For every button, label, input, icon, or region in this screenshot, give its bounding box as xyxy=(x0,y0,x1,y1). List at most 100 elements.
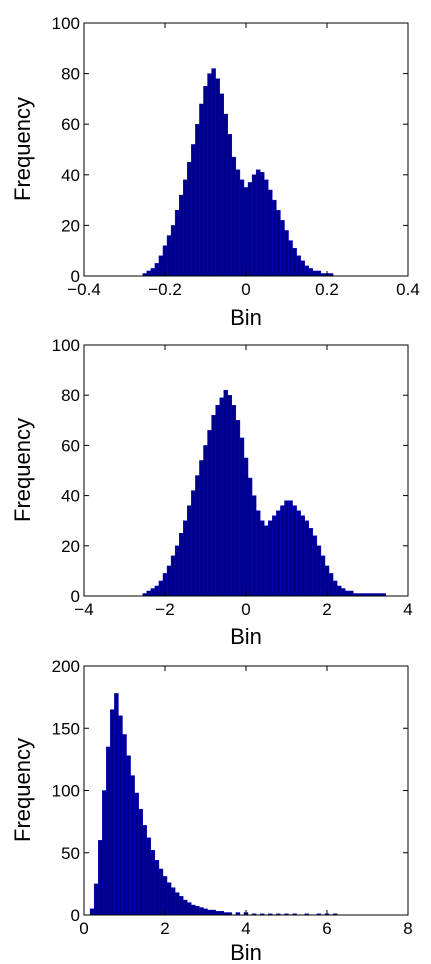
x-tick-label: −0.2 xyxy=(148,280,182,299)
histogram-bar xyxy=(191,904,196,916)
histogram-bar xyxy=(174,545,180,597)
histogram-bar xyxy=(243,457,249,597)
histogram-bar xyxy=(320,555,326,597)
histogram-bar xyxy=(296,510,301,597)
histogram-bar xyxy=(191,144,196,277)
histogram-bar xyxy=(251,174,257,277)
y-tick-label: 50 xyxy=(61,844,80,863)
x-tick-label: 4 xyxy=(403,600,412,619)
histogram-bar xyxy=(134,792,139,916)
histogram-bar xyxy=(142,825,147,916)
histogram-bar xyxy=(146,590,152,597)
histogram-bar xyxy=(247,477,253,597)
histogram-bar xyxy=(170,887,176,916)
histogram-bar xyxy=(255,169,261,277)
histogram-bar xyxy=(154,263,160,277)
histogram-bar xyxy=(191,490,196,597)
histogram-bar xyxy=(308,268,314,277)
x-axis-label-2: Bin xyxy=(230,624,262,649)
histogram-bar xyxy=(146,270,152,277)
histogram-bar xyxy=(219,93,224,277)
histogram-bar xyxy=(284,230,289,277)
histogram-bar xyxy=(187,161,192,277)
y-axis-label-3: Frequency xyxy=(10,738,35,842)
x-tick-label: 2 xyxy=(322,600,331,619)
histogram-bars-3 xyxy=(89,693,338,916)
histogram-bar xyxy=(304,520,309,597)
histogram-bar xyxy=(239,179,245,277)
histogram-bar xyxy=(304,265,309,277)
histogram-bar xyxy=(130,775,135,916)
x-tick-label: −2 xyxy=(155,600,174,619)
histogram-bar xyxy=(264,179,269,277)
histogram-bar xyxy=(203,445,208,597)
histogram-bar xyxy=(187,505,192,597)
histogram-bar xyxy=(166,882,172,916)
histogram-bar xyxy=(154,585,160,597)
y-tick-label: 80 xyxy=(61,65,80,84)
histogram-bar xyxy=(280,505,285,597)
histogram-bar xyxy=(170,555,176,597)
histogram-bar xyxy=(110,709,115,916)
histogram-bar xyxy=(215,78,220,277)
x-tick-label: −0.4 xyxy=(67,280,101,299)
x-tick-label: 0 xyxy=(79,919,88,938)
histogram-bar xyxy=(300,515,305,597)
histogram-bar xyxy=(93,883,99,916)
histogram-bar xyxy=(207,430,212,597)
histogram-bar xyxy=(146,837,152,916)
histogram-bar xyxy=(183,520,188,597)
histogram-bar xyxy=(178,533,184,597)
histogram-bar xyxy=(268,520,273,597)
x-tick-label: 2 xyxy=(160,919,169,938)
histogram-bar xyxy=(255,510,261,597)
x-tick-label: 4 xyxy=(241,919,250,938)
histogram-bar xyxy=(223,389,228,597)
histogram-bar xyxy=(300,260,305,277)
histogram-bar xyxy=(312,535,318,597)
histogram-bar xyxy=(223,113,228,277)
y-tick-label: 40 xyxy=(61,487,80,506)
histogram-bar xyxy=(199,460,204,597)
histogram-bar xyxy=(288,240,293,277)
histogram-bar xyxy=(170,225,176,277)
histogram-bar xyxy=(259,520,265,597)
histogram-bar xyxy=(272,199,277,277)
histogram-panel-1: −0.4 −0.2 0 0.2 0.4 0 20 40 60 80 100 Bin Frequenc… xyxy=(10,14,420,330)
histogram-bar xyxy=(122,734,127,916)
histogram-bar xyxy=(150,588,156,597)
histogram-bar xyxy=(296,255,301,277)
histogram-bar xyxy=(183,899,188,916)
y-tick-label: 150 xyxy=(52,719,80,738)
histogram-bar xyxy=(292,247,297,277)
histogram-bar xyxy=(126,755,131,916)
x-tick-label: 0.4 xyxy=(396,280,420,299)
histogram-bar xyxy=(203,908,208,916)
histogram-bar xyxy=(178,896,184,916)
histogram-bar xyxy=(102,790,107,916)
histogram-bar xyxy=(106,746,111,916)
histogram-bar xyxy=(227,395,233,597)
histogram-bar xyxy=(288,500,293,597)
histogram-bar xyxy=(264,525,269,597)
y-tick-label: 20 xyxy=(61,216,80,235)
histogram-bar xyxy=(211,909,216,916)
y-tick-label: 0 xyxy=(71,906,80,925)
histogram-bar xyxy=(308,528,314,597)
x-tick-label: 0.2 xyxy=(315,280,339,299)
y-tick-label: 20 xyxy=(61,537,80,556)
x-tick-label: 8 xyxy=(403,919,412,938)
histogram-bar xyxy=(183,179,188,277)
y-tick-label: 100 xyxy=(52,782,80,801)
histogram-bar xyxy=(239,437,245,597)
histogram-bar xyxy=(150,268,156,277)
histogram-bar xyxy=(227,134,233,277)
x-axis-label-1: Bin xyxy=(230,305,262,330)
histogram-bar xyxy=(195,906,200,916)
y-tick-label: 100 xyxy=(52,336,80,355)
histogram-bar xyxy=(207,909,212,916)
x-tick-label: −4 xyxy=(74,600,93,619)
